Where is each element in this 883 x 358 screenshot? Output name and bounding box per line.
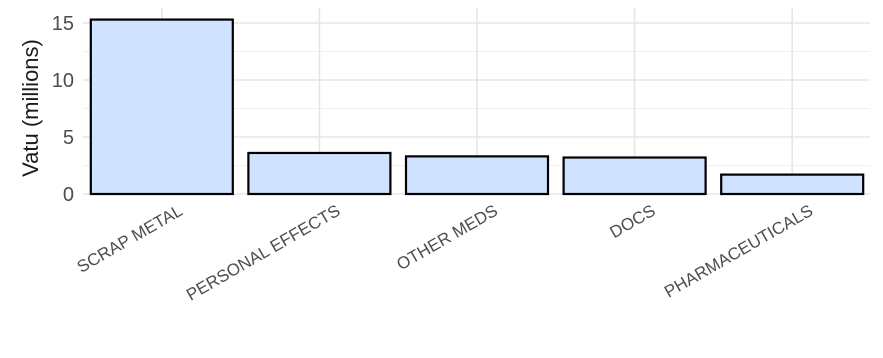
bar bbox=[562, 156, 707, 196]
x-tick-label: SCRAP METAL bbox=[74, 201, 186, 277]
bars bbox=[89, 18, 865, 196]
bar bbox=[89, 18, 234, 196]
x-tick-label: OTHER MEDS bbox=[393, 201, 501, 274]
y-tick-label: 5 bbox=[63, 127, 74, 149]
x-tick-label: PHARMACEUTICALS bbox=[661, 201, 816, 302]
y-axis-ticks: 0 5 10 15 bbox=[52, 13, 74, 206]
bar bbox=[404, 155, 550, 196]
y-tick-label: 15 bbox=[52, 13, 74, 35]
bar bbox=[720, 173, 865, 196]
x-tick-label: DOCS bbox=[607, 201, 659, 242]
x-tick-label: PERSONAL EFFECTS bbox=[183, 201, 343, 305]
y-tick-label: 10 bbox=[52, 70, 74, 92]
y-axis-title: Vatu (millions) bbox=[18, 39, 43, 177]
bar bbox=[247, 151, 392, 196]
y-tick-label: 0 bbox=[63, 184, 74, 206]
